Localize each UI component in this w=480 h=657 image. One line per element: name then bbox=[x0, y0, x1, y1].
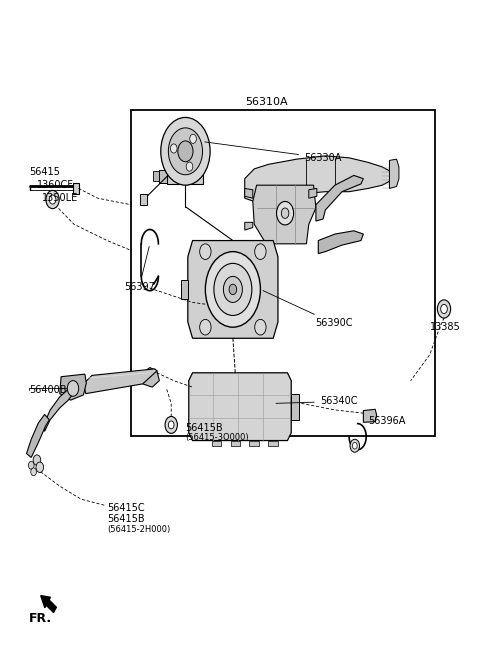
Text: 13385: 13385 bbox=[430, 322, 460, 332]
Circle shape bbox=[441, 304, 447, 313]
Polygon shape bbox=[60, 374, 86, 400]
Circle shape bbox=[36, 462, 44, 472]
Text: 56340C: 56340C bbox=[276, 396, 357, 407]
Text: 56415B: 56415B bbox=[185, 422, 223, 432]
Polygon shape bbox=[268, 441, 278, 445]
Text: 56396A: 56396A bbox=[368, 416, 406, 426]
Polygon shape bbox=[245, 222, 253, 230]
Text: 1350LE: 1350LE bbox=[42, 193, 78, 203]
Text: 56310A: 56310A bbox=[245, 97, 288, 107]
Circle shape bbox=[255, 244, 266, 260]
Polygon shape bbox=[318, 231, 363, 254]
Circle shape bbox=[168, 128, 203, 175]
Circle shape bbox=[223, 277, 242, 302]
Circle shape bbox=[31, 468, 36, 476]
Circle shape bbox=[161, 118, 210, 185]
Circle shape bbox=[46, 191, 59, 209]
Circle shape bbox=[186, 162, 193, 171]
Circle shape bbox=[437, 300, 451, 318]
Text: (56415-2H000): (56415-2H000) bbox=[107, 526, 170, 534]
Circle shape bbox=[67, 380, 79, 396]
Polygon shape bbox=[309, 189, 317, 198]
Polygon shape bbox=[389, 159, 399, 189]
Circle shape bbox=[190, 134, 196, 143]
Text: 56415B: 56415B bbox=[107, 514, 145, 524]
Circle shape bbox=[165, 417, 178, 434]
Circle shape bbox=[350, 440, 360, 452]
Polygon shape bbox=[230, 441, 240, 445]
Polygon shape bbox=[153, 171, 159, 181]
Polygon shape bbox=[245, 189, 253, 198]
FancyArrow shape bbox=[41, 596, 56, 612]
Circle shape bbox=[49, 195, 56, 204]
Polygon shape bbox=[45, 388, 73, 432]
Polygon shape bbox=[245, 156, 392, 202]
Polygon shape bbox=[159, 170, 168, 183]
Text: (56415-3Q000): (56415-3Q000) bbox=[185, 433, 249, 442]
Text: 56397: 56397 bbox=[124, 246, 155, 292]
Polygon shape bbox=[363, 409, 377, 422]
Circle shape bbox=[170, 144, 177, 153]
Circle shape bbox=[214, 263, 252, 315]
Text: 56400B: 56400B bbox=[29, 386, 66, 396]
Text: 1360CF: 1360CF bbox=[37, 180, 74, 190]
Circle shape bbox=[276, 202, 294, 225]
Circle shape bbox=[178, 141, 193, 162]
Polygon shape bbox=[73, 183, 79, 194]
Circle shape bbox=[205, 252, 261, 327]
Polygon shape bbox=[253, 185, 316, 244]
Polygon shape bbox=[212, 441, 221, 445]
Polygon shape bbox=[250, 441, 259, 445]
Polygon shape bbox=[143, 367, 159, 387]
Polygon shape bbox=[26, 415, 49, 457]
Text: 56415C: 56415C bbox=[107, 503, 145, 512]
Polygon shape bbox=[316, 175, 363, 221]
Polygon shape bbox=[140, 194, 146, 205]
Circle shape bbox=[200, 319, 211, 335]
Circle shape bbox=[33, 455, 41, 465]
Polygon shape bbox=[84, 369, 157, 394]
Circle shape bbox=[28, 461, 34, 469]
Circle shape bbox=[229, 284, 237, 294]
Text: 56415: 56415 bbox=[29, 167, 60, 177]
Text: FR.: FR. bbox=[29, 612, 52, 625]
Circle shape bbox=[352, 443, 357, 449]
Polygon shape bbox=[188, 240, 278, 338]
Text: 56390C: 56390C bbox=[263, 290, 352, 328]
Circle shape bbox=[281, 208, 289, 218]
Circle shape bbox=[168, 421, 174, 429]
Polygon shape bbox=[168, 158, 204, 184]
Polygon shape bbox=[180, 280, 188, 299]
Polygon shape bbox=[291, 394, 300, 420]
Circle shape bbox=[255, 319, 266, 335]
Bar bbox=[131, 110, 434, 436]
Polygon shape bbox=[189, 373, 291, 441]
Circle shape bbox=[200, 244, 211, 260]
Text: 56330A: 56330A bbox=[205, 142, 341, 163]
